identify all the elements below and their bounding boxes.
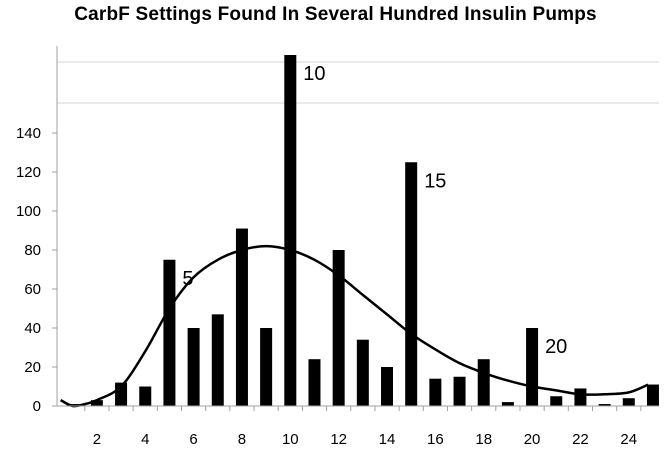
bar-15 — [405, 162, 418, 406]
bar-series — [66, 55, 659, 406]
bar-14 — [381, 367, 394, 406]
bar-24 — [622, 398, 635, 406]
x-tick-label: 12 — [330, 431, 347, 448]
bar-21 — [550, 396, 563, 406]
bar-17 — [453, 376, 466, 406]
x-tick-label: 10 — [282, 431, 299, 448]
x-tick-labels: 2 4 6 8 10 12 14 16 18 20 22 24 — [93, 431, 637, 448]
bar-9 — [260, 328, 273, 406]
annotation-label: 5 — [182, 268, 193, 290]
x-tick-label: 2 — [93, 431, 101, 448]
bar-2 — [90, 400, 103, 406]
bar-16 — [429, 378, 442, 406]
y-tick-label: 80 — [24, 242, 41, 259]
x-tick-label: 4 — [141, 431, 149, 448]
bar-25 — [646, 384, 659, 406]
x-tick-label: 6 — [189, 431, 197, 448]
chart-title: CarbF Settings Found In Several Hundred … — [74, 4, 597, 25]
x-tick-label: 22 — [572, 431, 589, 448]
bar-6 — [187, 328, 200, 406]
x-tick-label: 8 — [238, 431, 246, 448]
y-tick-label: 100 — [16, 203, 41, 220]
bar-23 — [598, 404, 611, 406]
bar-7 — [211, 314, 224, 406]
bar-22 — [574, 388, 587, 406]
axes — [52, 46, 659, 411]
y-tick-labels: 0 20 40 60 80 100 120 140 — [16, 125, 41, 415]
bar-19 — [501, 402, 514, 406]
x-tick-label: 20 — [524, 431, 541, 448]
x-tick-label: 16 — [427, 431, 444, 448]
x-tick-label: 14 — [379, 431, 396, 448]
bar-20 — [526, 328, 539, 406]
y-tick-label: 140 — [16, 125, 41, 142]
trend-line — [59, 244, 649, 408]
x-tick-label: 18 — [475, 431, 492, 448]
annotation-label: 10 — [303, 63, 325, 85]
bar-4 — [139, 386, 152, 406]
grid-lines — [57, 61, 659, 104]
y-tick-label: 120 — [16, 164, 41, 181]
y-tick-label: 60 — [24, 281, 41, 298]
bar-10 — [284, 55, 297, 406]
bar-5 — [163, 259, 176, 406]
bar-12 — [332, 250, 345, 406]
y-tick-label: 40 — [24, 320, 41, 337]
bar-8 — [235, 228, 248, 406]
annotations: 5 10 15 20 — [182, 63, 567, 358]
annotation-label: 15 — [424, 170, 446, 192]
x-tick-label: 24 — [620, 431, 637, 448]
bar-11 — [308, 359, 321, 406]
y-tick-label: 20 — [24, 359, 41, 376]
bar-13 — [356, 339, 369, 406]
y-tick-label: 0 — [33, 398, 41, 415]
trend-curve — [59, 244, 649, 408]
bar-18 — [477, 359, 490, 406]
annotation-label: 20 — [545, 336, 567, 358]
